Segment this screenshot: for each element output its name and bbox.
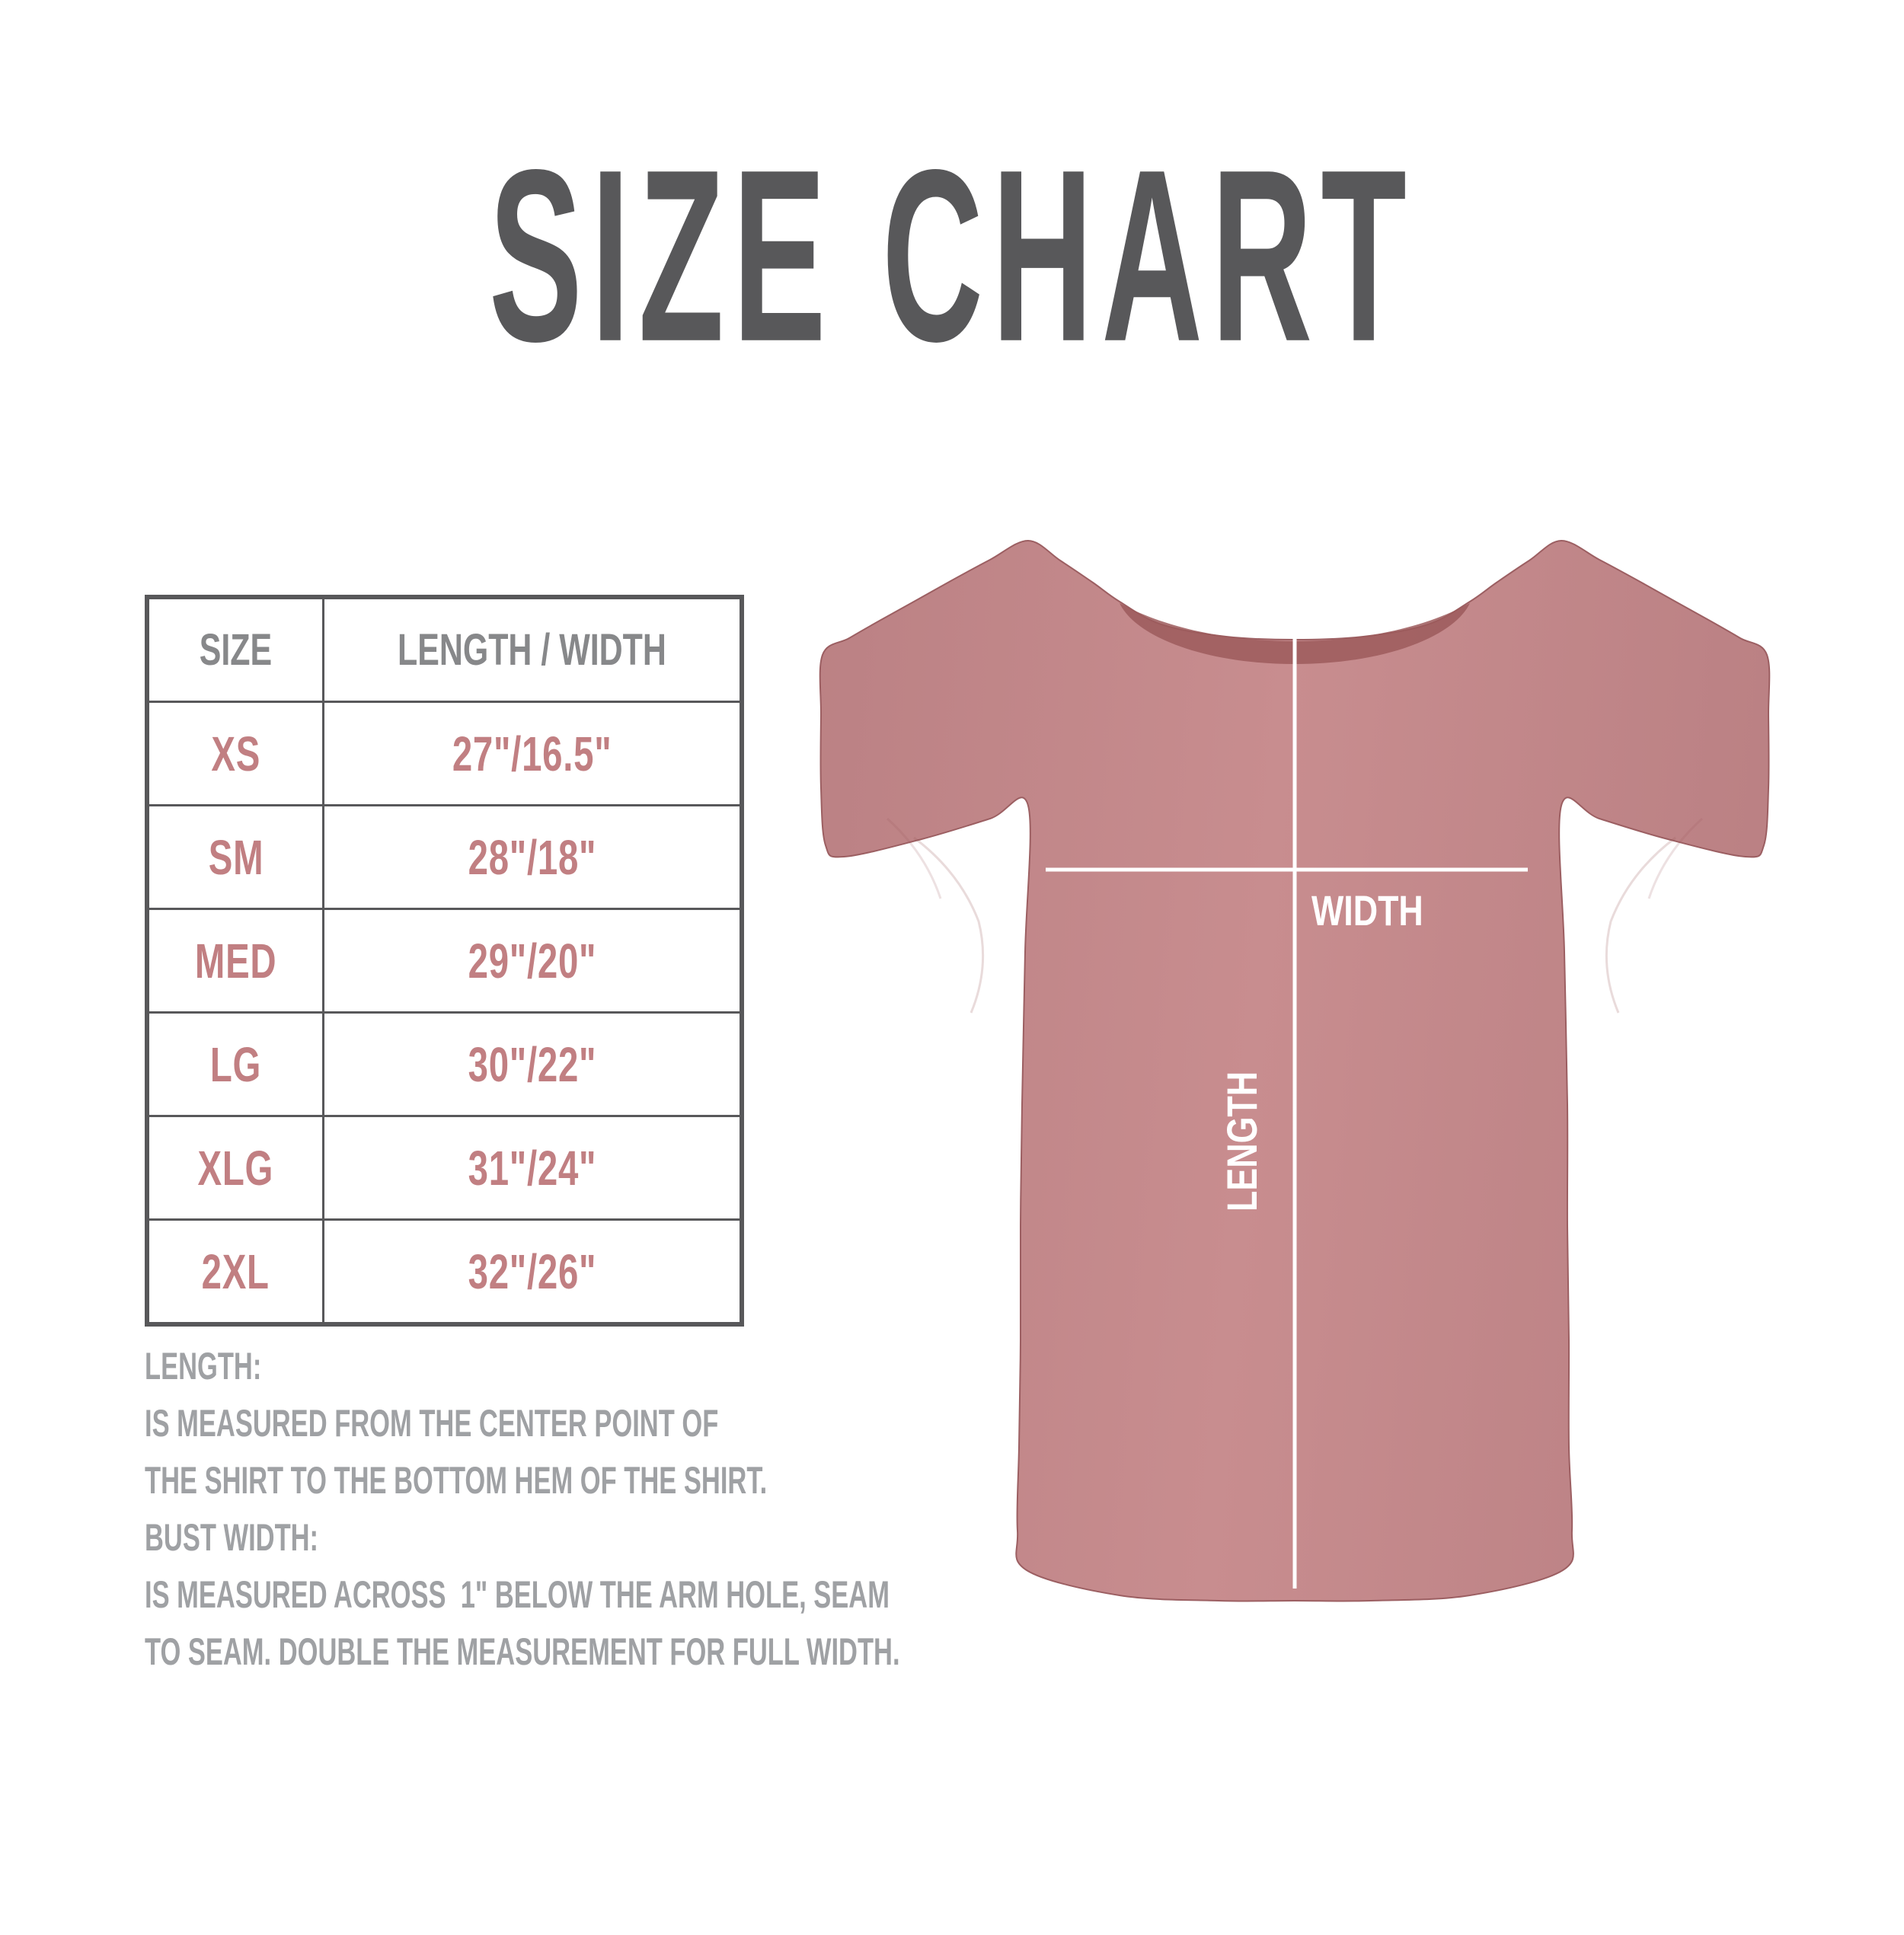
svg-text:WIDTH: WIDTH	[1311, 886, 1423, 934]
svg-text:LENGTH: LENGTH	[1218, 1071, 1266, 1212]
